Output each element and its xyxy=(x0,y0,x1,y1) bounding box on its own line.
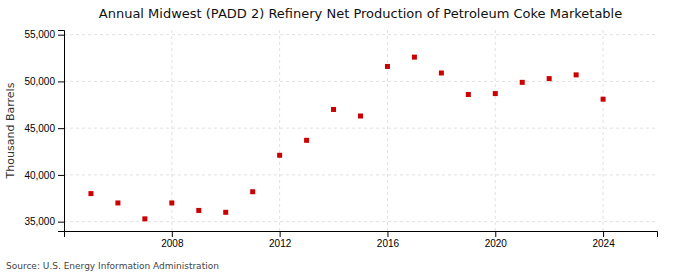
y-tick-label: 50,000 xyxy=(24,76,55,87)
y-tick: 50,000 xyxy=(24,76,64,87)
point xyxy=(574,72,579,77)
x-tick: 2024 xyxy=(592,231,615,249)
y-tick-mark xyxy=(58,35,64,36)
y-grid-line xyxy=(64,221,657,222)
point xyxy=(385,64,390,69)
y-axis-line xyxy=(58,31,65,232)
x-tick: 2016 xyxy=(377,231,400,249)
grid xyxy=(64,30,657,231)
point xyxy=(493,91,498,96)
x-axis: 2008 2012 2016 2020 2024 xyxy=(65,231,658,249)
x-tick-mark xyxy=(387,231,388,237)
x-grid-line xyxy=(279,30,280,231)
y-tick-mark xyxy=(58,222,64,223)
y-grid-line xyxy=(64,174,657,175)
x-grid-line xyxy=(495,30,496,231)
y-tick-mark xyxy=(58,175,64,176)
x-grid-line xyxy=(387,30,388,231)
x-tick-label: 2008 xyxy=(161,238,184,249)
y-tick-label: 45,000 xyxy=(24,123,55,134)
y-tick: 55,000 xyxy=(24,29,64,40)
y-grid-line xyxy=(64,128,657,129)
x-tick-label: 2012 xyxy=(269,238,292,249)
x-tick-mark xyxy=(172,231,173,237)
point xyxy=(520,80,525,85)
point xyxy=(331,107,336,112)
point xyxy=(115,200,120,205)
point xyxy=(412,55,417,60)
x-grid-line xyxy=(603,30,604,231)
point xyxy=(547,76,552,81)
y-axis-title: Thousand Barrels xyxy=(4,82,17,179)
x-tick-label: 2020 xyxy=(485,238,508,249)
y-tick-mark xyxy=(58,81,64,82)
point xyxy=(88,191,93,196)
x-tick: 2020 xyxy=(485,231,508,249)
x-tick-mark xyxy=(280,231,281,237)
y-tick: 45,000 xyxy=(24,123,64,134)
title: Annual Midwest (PADD 2) Refinery Net Pro… xyxy=(99,6,622,21)
chart: 2008 2012 2016 2020 2024 35,000 40,000 45,000 50… xyxy=(0,0,675,275)
y-grid-line xyxy=(64,81,657,82)
x-tick: 2012 xyxy=(269,231,292,249)
point xyxy=(169,200,174,205)
y-tick: 40,000 xyxy=(24,170,64,181)
point xyxy=(304,138,309,143)
point xyxy=(466,92,471,97)
y-tick: 35,000 xyxy=(24,216,64,227)
x-axis-line xyxy=(65,232,658,238)
point xyxy=(250,189,255,194)
plot: 2008 2012 2016 2020 2024 35,000 40,000 45,000 50… xyxy=(24,29,657,249)
point xyxy=(142,216,147,221)
x-tick-label: 2024 xyxy=(592,238,615,249)
y-tick-mark xyxy=(58,128,64,129)
x-tick-label: 2016 xyxy=(377,238,400,249)
point xyxy=(223,210,228,215)
y-grid-line xyxy=(64,34,657,35)
annotation: Source: U.S. Energy Information Administ… xyxy=(6,261,219,271)
y-tick-label: 35,000 xyxy=(24,216,55,227)
y-axis: 35,000 40,000 45,000 50,000 55,000 xyxy=(24,29,64,231)
y-tick-label: 40,000 xyxy=(24,170,55,181)
x-tick-mark xyxy=(603,231,604,237)
point xyxy=(439,71,444,76)
point xyxy=(601,97,606,102)
x-tick-mark xyxy=(495,231,496,237)
point xyxy=(196,208,201,213)
point xyxy=(358,114,363,119)
point xyxy=(277,153,282,158)
x-tick: 2008 xyxy=(161,231,184,249)
y-tick-label: 55,000 xyxy=(24,29,55,40)
points xyxy=(88,55,605,222)
